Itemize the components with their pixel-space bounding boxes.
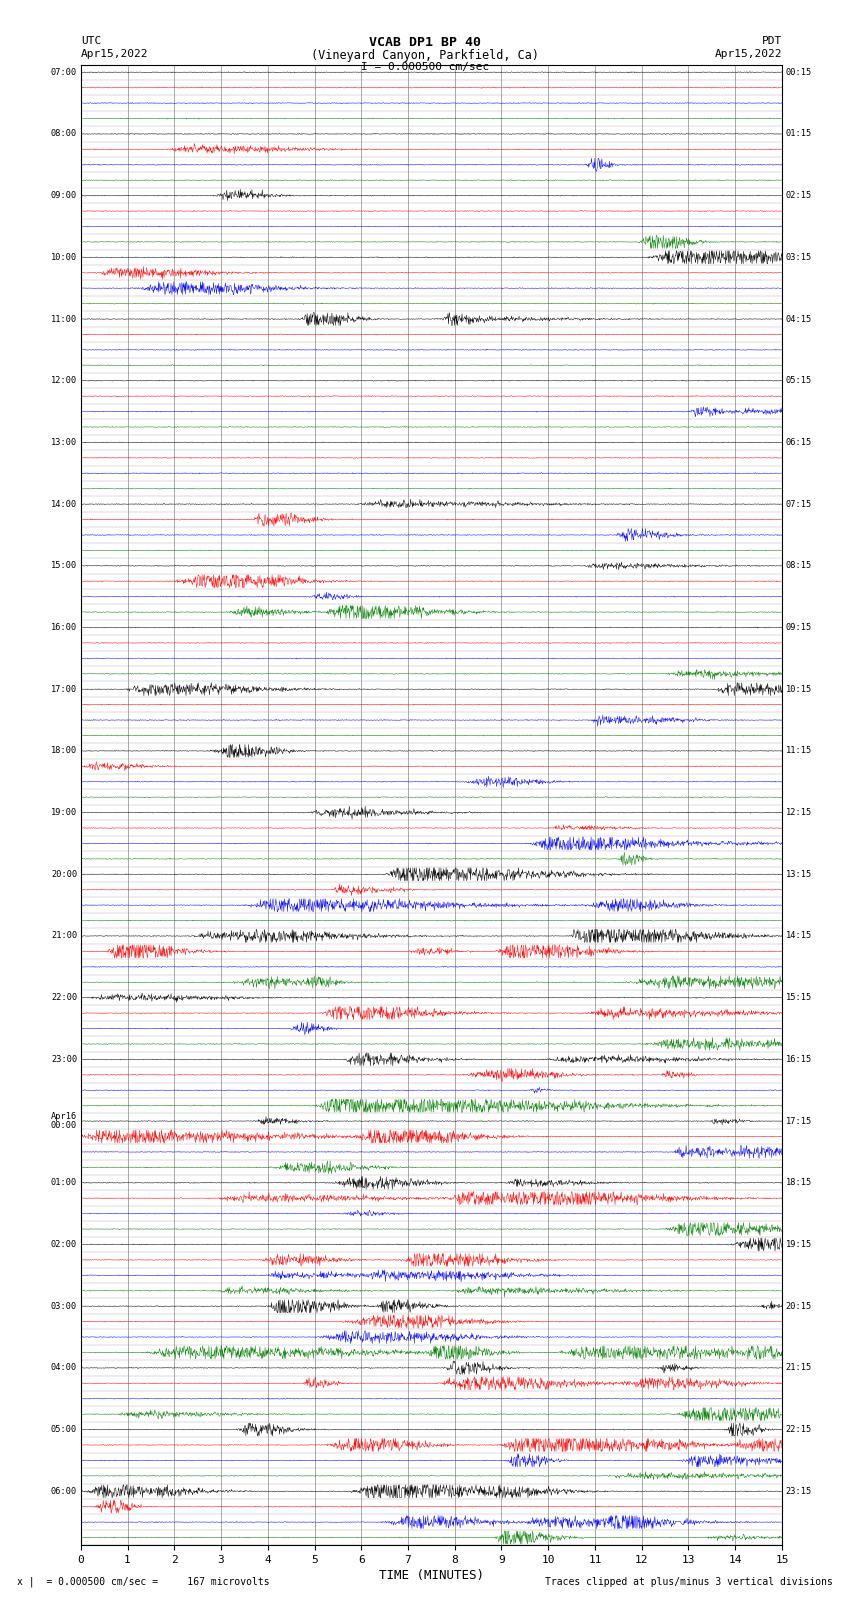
Text: PDT: PDT bbox=[762, 37, 782, 47]
Text: 11:00: 11:00 bbox=[51, 315, 77, 324]
Text: 07:15: 07:15 bbox=[785, 500, 812, 508]
Text: 20:15: 20:15 bbox=[785, 1302, 812, 1311]
Text: 13:00: 13:00 bbox=[51, 437, 77, 447]
Text: Apr15,2022: Apr15,2022 bbox=[81, 50, 148, 60]
Text: I = 0.000500 cm/sec: I = 0.000500 cm/sec bbox=[361, 61, 489, 71]
Text: 13:15: 13:15 bbox=[785, 869, 812, 879]
Text: 14:00: 14:00 bbox=[51, 500, 77, 508]
Text: 02:00: 02:00 bbox=[51, 1240, 77, 1248]
Text: 23:00: 23:00 bbox=[51, 1055, 77, 1065]
Text: 23:15: 23:15 bbox=[785, 1487, 812, 1495]
Text: 18:00: 18:00 bbox=[51, 747, 77, 755]
Text: 16:00: 16:00 bbox=[51, 623, 77, 632]
Text: 22:00: 22:00 bbox=[51, 994, 77, 1002]
Text: 12:15: 12:15 bbox=[785, 808, 812, 818]
X-axis label: TIME (MINUTES): TIME (MINUTES) bbox=[379, 1569, 484, 1582]
Text: Traces clipped at plus/minus 3 vertical divisions: Traces clipped at plus/minus 3 vertical … bbox=[545, 1578, 833, 1587]
Text: 09:15: 09:15 bbox=[785, 623, 812, 632]
Text: x |  = 0.000500 cm/sec =     167 microvolts: x | = 0.000500 cm/sec = 167 microvolts bbox=[17, 1576, 269, 1587]
Text: Apr15,2022: Apr15,2022 bbox=[715, 50, 782, 60]
Text: 02:15: 02:15 bbox=[785, 190, 812, 200]
Text: 09:00: 09:00 bbox=[51, 190, 77, 200]
Text: 01:15: 01:15 bbox=[785, 129, 812, 139]
Text: 06:15: 06:15 bbox=[785, 437, 812, 447]
Text: 00:15: 00:15 bbox=[785, 68, 812, 77]
Text: 08:15: 08:15 bbox=[785, 561, 812, 571]
Text: 12:00: 12:00 bbox=[51, 376, 77, 386]
Text: 14:15: 14:15 bbox=[785, 931, 812, 940]
Text: 17:00: 17:00 bbox=[51, 684, 77, 694]
Text: 03:15: 03:15 bbox=[785, 253, 812, 261]
Text: 04:15: 04:15 bbox=[785, 315, 812, 324]
Text: 05:15: 05:15 bbox=[785, 376, 812, 386]
Text: 15:00: 15:00 bbox=[51, 561, 77, 571]
Text: 01:00: 01:00 bbox=[51, 1177, 77, 1187]
Text: 16:15: 16:15 bbox=[785, 1055, 812, 1065]
Text: 18:15: 18:15 bbox=[785, 1177, 812, 1187]
Text: 21:00: 21:00 bbox=[51, 931, 77, 940]
Text: 10:00: 10:00 bbox=[51, 253, 77, 261]
Text: UTC: UTC bbox=[81, 37, 101, 47]
Text: 11:15: 11:15 bbox=[785, 747, 812, 755]
Text: Apr16
00:00: Apr16 00:00 bbox=[51, 1111, 77, 1131]
Text: 10:15: 10:15 bbox=[785, 684, 812, 694]
Text: (Vineyard Canyon, Parkfield, Ca): (Vineyard Canyon, Parkfield, Ca) bbox=[311, 50, 539, 63]
Text: 05:00: 05:00 bbox=[51, 1424, 77, 1434]
Text: 04:00: 04:00 bbox=[51, 1363, 77, 1373]
Text: 19:00: 19:00 bbox=[51, 808, 77, 818]
Text: 22:15: 22:15 bbox=[785, 1424, 812, 1434]
Text: 06:00: 06:00 bbox=[51, 1487, 77, 1495]
Text: 15:15: 15:15 bbox=[785, 994, 812, 1002]
Text: 21:15: 21:15 bbox=[785, 1363, 812, 1373]
Text: VCAB DP1 BP 40: VCAB DP1 BP 40 bbox=[369, 37, 481, 50]
Text: 03:00: 03:00 bbox=[51, 1302, 77, 1311]
Text: 07:00: 07:00 bbox=[51, 68, 77, 77]
Text: 20:00: 20:00 bbox=[51, 869, 77, 879]
Text: 08:00: 08:00 bbox=[51, 129, 77, 139]
Text: 19:15: 19:15 bbox=[785, 1240, 812, 1248]
Text: 17:15: 17:15 bbox=[785, 1116, 812, 1126]
